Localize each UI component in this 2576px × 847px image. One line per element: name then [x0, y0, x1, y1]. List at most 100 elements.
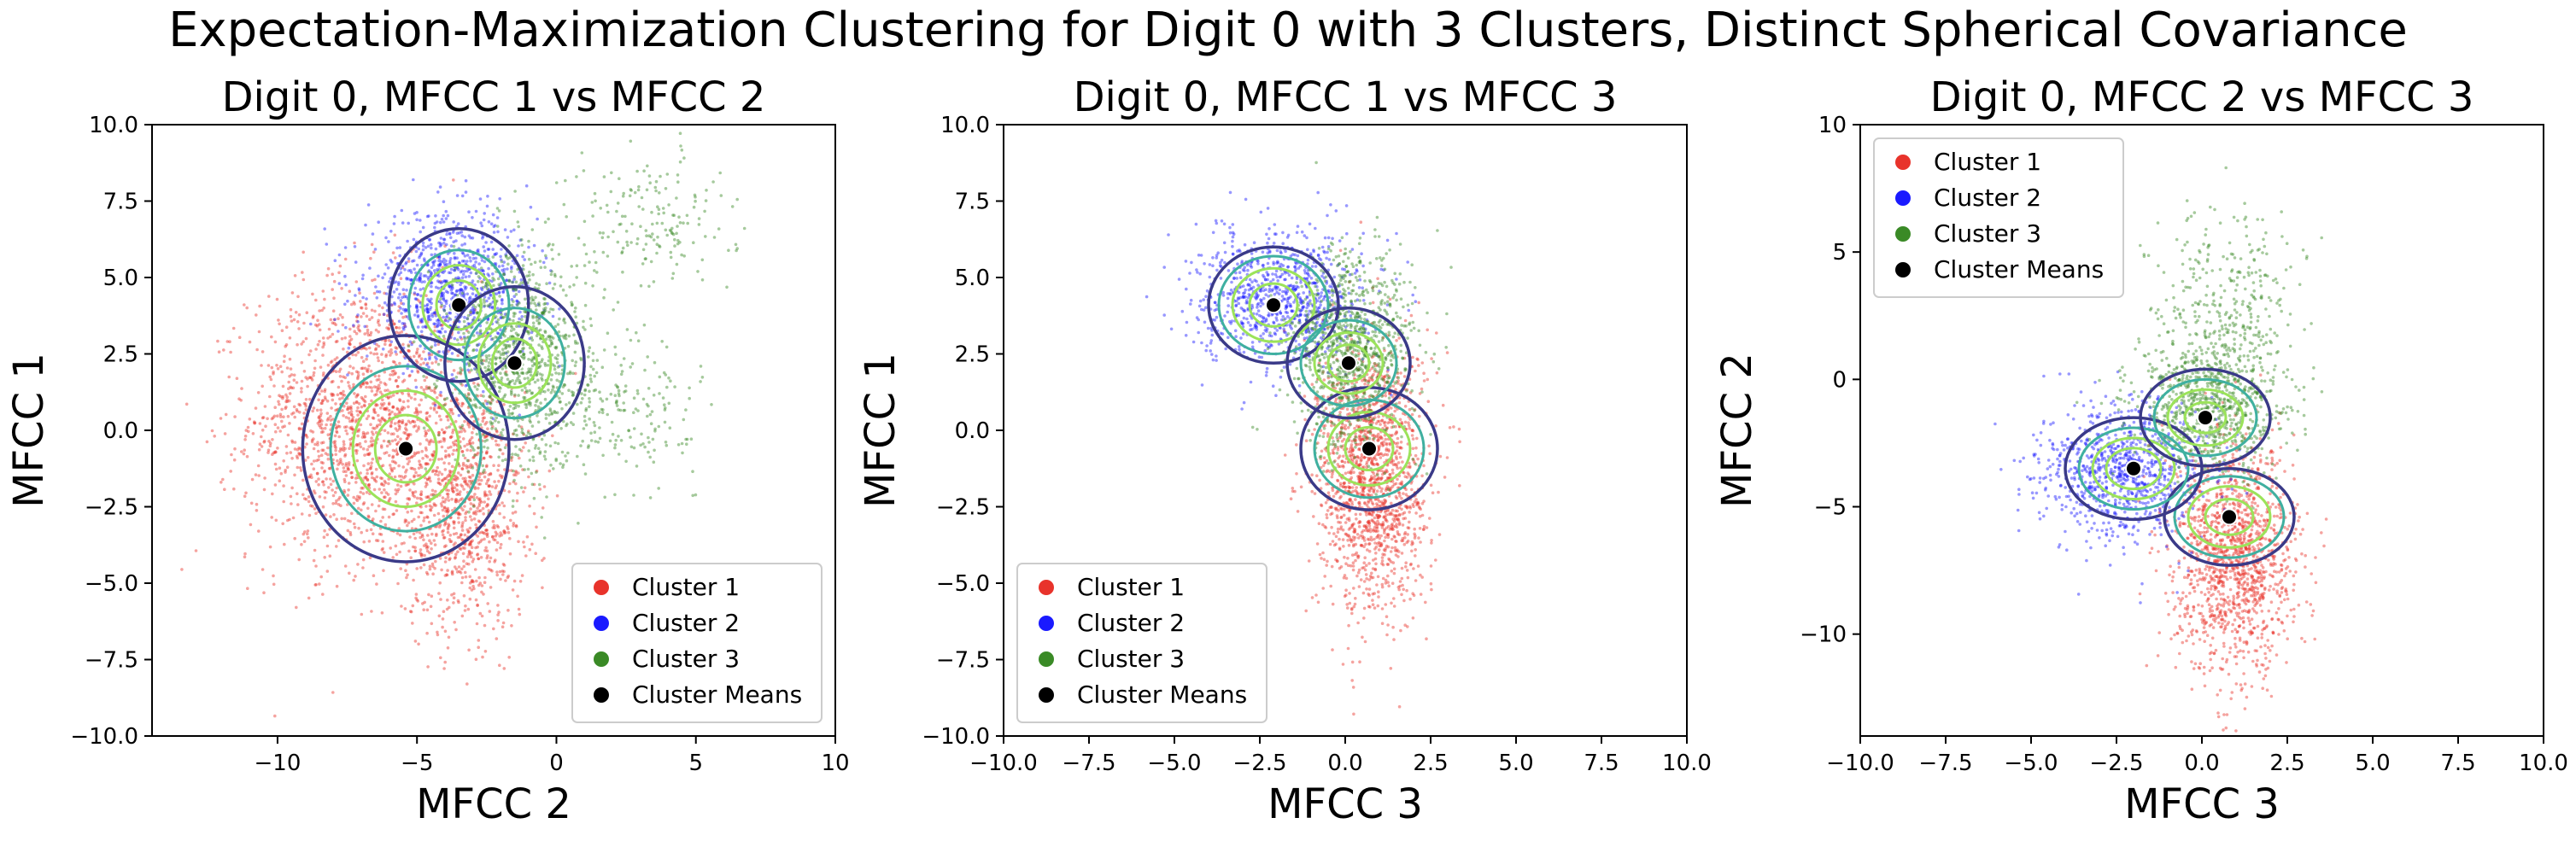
scatter-point [337, 317, 340, 321]
scatter-point [304, 408, 308, 412]
scatter-point [284, 393, 288, 397]
scatter-point [348, 438, 352, 441]
scatter-point [392, 322, 396, 326]
scatter-point [392, 290, 396, 294]
scatter-point [363, 476, 366, 480]
scatter-point [489, 493, 493, 496]
scatter-point [486, 254, 490, 259]
scatter-point [418, 403, 421, 407]
scatter-point [467, 297, 471, 301]
scatter-point [622, 408, 625, 412]
scatter-point [541, 312, 544, 316]
scatter-point [356, 563, 360, 566]
scatter-point [476, 383, 480, 386]
scatter-point [415, 567, 419, 570]
scatter-point [501, 452, 505, 456]
scatter-point [471, 560, 475, 564]
scatter-point [482, 412, 486, 415]
figure-title: Expectation-Maximization Clustering for … [168, 3, 2408, 58]
scatter-point [278, 479, 282, 482]
scatter-point [370, 242, 374, 247]
scatter-point [302, 497, 307, 500]
scatter-point [386, 440, 390, 443]
contour-3 [443, 284, 586, 441]
scatter-point [439, 656, 442, 660]
scatter-point [440, 445, 444, 449]
scatter-point [483, 475, 487, 479]
scatter-point [331, 691, 335, 694]
scatter-point [550, 270, 553, 273]
scatter-point [399, 484, 403, 488]
scatter-point [424, 304, 429, 307]
scatter-point [356, 320, 360, 324]
scatter-point [366, 431, 370, 435]
scatter-point [436, 350, 440, 354]
scatter-point [444, 476, 448, 481]
scatter-point [422, 374, 425, 378]
scatter-point [440, 217, 444, 221]
scatter-point [417, 355, 421, 359]
scatter-point [413, 424, 418, 428]
scatter-point [586, 446, 590, 449]
scatter-point [483, 345, 486, 349]
scatter-point [467, 234, 471, 238]
scatter-point [297, 446, 301, 450]
scatter-point [468, 256, 471, 260]
scatter-point [1283, 453, 1287, 457]
scatter-point [487, 220, 491, 224]
contour-ring [421, 264, 497, 347]
scatter-point [547, 335, 550, 339]
scatter-point [411, 455, 414, 459]
scatter-point [356, 393, 360, 397]
scatter-point [290, 502, 293, 505]
y-tick-label: −2.5 [85, 495, 138, 521]
scatter-point [350, 371, 354, 376]
scatter-point [517, 301, 520, 304]
scatter-point [280, 329, 284, 333]
scatter-point [558, 400, 562, 404]
scatter-point [362, 464, 366, 468]
scatter-point [454, 478, 458, 482]
scatter-point [295, 454, 299, 459]
scatter-point [606, 331, 610, 336]
scatter-point [429, 605, 433, 609]
scatter-point [452, 520, 455, 523]
scatter-point [504, 254, 508, 258]
scatter-point [442, 297, 445, 301]
scatter-point [415, 501, 419, 505]
scatter-point [405, 422, 408, 426]
scatter-point [376, 356, 380, 359]
scatter-point [408, 535, 412, 539]
scatter-point [296, 492, 299, 495]
scatter-point [401, 295, 404, 300]
scatter-point [481, 506, 485, 511]
scatter-point [536, 302, 541, 307]
scatter-point [632, 494, 635, 497]
scatter-point [349, 337, 354, 342]
scatter-point [383, 429, 387, 433]
scatter-point [400, 605, 403, 608]
scatter-point [1365, 503, 1369, 507]
scatter-point [1350, 466, 1355, 470]
scatter-point [462, 427, 465, 431]
scatter-point [401, 307, 406, 312]
scatter-point [337, 435, 342, 439]
scatter-point [463, 479, 466, 483]
scatter-point [243, 552, 247, 556]
scatter-point [520, 315, 524, 318]
scatter-point [537, 365, 542, 369]
scatter-point [419, 357, 424, 361]
scatter-point [483, 581, 487, 584]
scatter-point [348, 533, 353, 537]
scatter-point [575, 264, 579, 268]
scatter-point [343, 257, 348, 261]
scatter-point [472, 419, 477, 424]
scatter-point [460, 251, 465, 254]
scatter-point [532, 361, 536, 365]
scatter-point [505, 373, 509, 377]
scatter-point [615, 209, 618, 213]
scatter-point [478, 423, 483, 427]
scatter-point [442, 535, 447, 540]
scatter-point [465, 362, 468, 366]
scatter-point [314, 348, 318, 351]
